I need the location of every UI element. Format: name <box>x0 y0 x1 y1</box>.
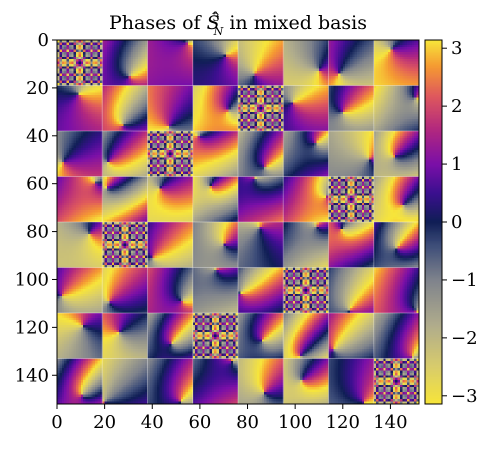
y-tick-label: 40 <box>26 126 49 147</box>
y-tick-label: 60 <box>26 174 49 195</box>
y-tick-label: 120 <box>15 317 49 338</box>
x-tick-label: 20 <box>93 412 116 433</box>
colorbar-gradient <box>425 40 442 404</box>
colorbar-ticks: 3 2 1 0 −1 −2 −3 <box>442 38 478 407</box>
y-tick-label: 20 <box>26 78 49 99</box>
plot-frame <box>56 39 420 405</box>
y-tick-label: 80 <box>26 222 49 243</box>
colorbar-tick-label: 0 <box>451 212 462 233</box>
colorbar-tick-label: −1 <box>451 270 478 291</box>
heatmap-area <box>56 39 420 405</box>
x-axis: 0 20 40 60 80 100 120 140 <box>51 404 408 433</box>
y-axis: 0 20 40 60 80 100 120 140 <box>15 30 57 386</box>
colorbar: 3 2 1 0 −1 −2 −3 <box>424 38 478 407</box>
x-tick-label: 100 <box>278 412 312 433</box>
y-tick-label: 0 <box>38 30 49 51</box>
colorbar-tick-label: 2 <box>451 96 462 117</box>
x-tick-label: 140 <box>373 412 407 433</box>
colorbar-tick-label: 3 <box>451 38 462 59</box>
x-tick-label: 80 <box>236 412 259 433</box>
colorbar-tick-label: −2 <box>451 328 478 349</box>
x-tick-label: 0 <box>51 412 62 433</box>
colorbar-tick-label: 1 <box>451 154 462 175</box>
y-tick-label: 100 <box>15 269 49 290</box>
x-tick-label: 40 <box>141 412 164 433</box>
heatmap-image <box>57 40 419 404</box>
y-tick-label: 140 <box>15 365 49 386</box>
chart-title: Phases of Ŝ3 N in mixed basis <box>109 11 367 38</box>
colorbar-tick-label: −3 <box>451 386 478 407</box>
x-tick-label: 60 <box>188 412 211 433</box>
block-separators <box>57 40 419 404</box>
x-tick-label: 120 <box>326 412 360 433</box>
